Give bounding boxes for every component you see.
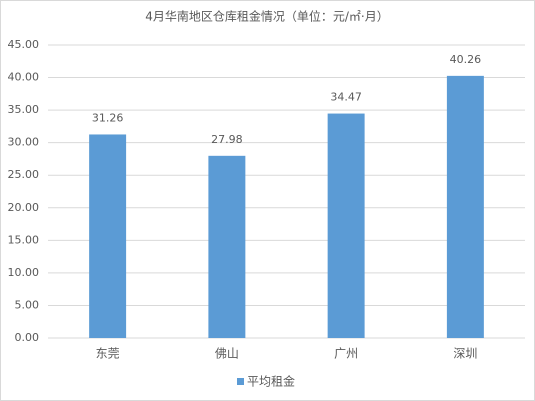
y-tick-label: 10.00 xyxy=(8,266,40,279)
y-tick-label: 15.00 xyxy=(8,233,40,246)
legend-label: 平均租金 xyxy=(247,374,295,389)
bar xyxy=(327,113,365,338)
x-tick-label: 广州 xyxy=(334,347,358,361)
y-tick-label: 40.00 xyxy=(8,71,40,84)
chart-title: 4月华南地区仓库租金情况（单位：元/㎡·月） xyxy=(145,9,389,24)
y-tick-label: 30.00 xyxy=(8,136,40,149)
y-tick-label: 20.00 xyxy=(8,201,40,214)
bar xyxy=(89,134,127,338)
y-tick-label: 5.00 xyxy=(15,298,40,311)
data-label: 27.98 xyxy=(211,133,243,146)
y-tick-label: 25.00 xyxy=(8,168,40,181)
data-label: 31.26 xyxy=(92,111,124,124)
y-tick-label: 35.00 xyxy=(8,103,40,116)
bar xyxy=(208,155,246,338)
data-label: 40.26 xyxy=(450,53,482,66)
x-tick-label: 佛山 xyxy=(215,347,239,361)
x-tick-label: 深圳 xyxy=(453,347,477,361)
legend-swatch xyxy=(237,378,244,385)
y-tick-label: 45.00 xyxy=(8,38,40,51)
y-tick-label: 0.00 xyxy=(15,331,40,344)
data-label: 34.47 xyxy=(330,91,362,104)
bar xyxy=(446,75,484,338)
x-tick-label: 东莞 xyxy=(96,347,120,361)
